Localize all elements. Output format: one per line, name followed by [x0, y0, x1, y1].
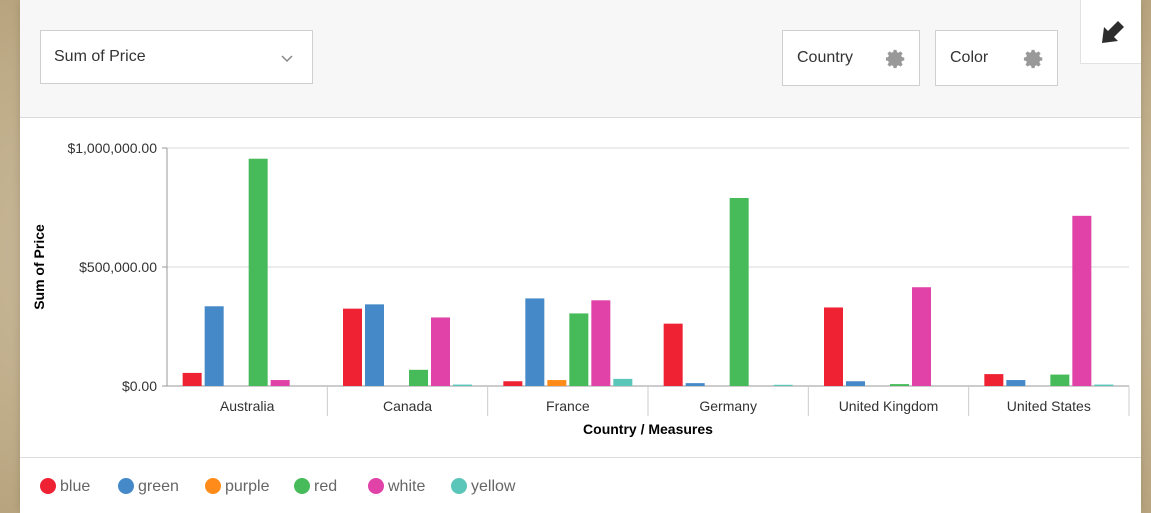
gear-icon — [885, 49, 905, 69]
legend-label: yellow — [471, 478, 516, 495]
color-field-label: Color — [950, 49, 989, 66]
bar-purple — [547, 380, 567, 386]
collapse-button[interactable] — [1080, 0, 1141, 64]
bar-white — [1072, 215, 1092, 386]
legend-label: white — [388, 478, 426, 495]
bar-white — [912, 287, 931, 386]
legend-swatch — [40, 478, 56, 494]
legend-label: green — [138, 478, 179, 495]
bar-yellow — [613, 378, 633, 386]
y-tick-label: $500,000.00 — [79, 259, 157, 275]
legend-label: blue — [60, 478, 91, 495]
x-tick-label: Canada — [383, 398, 432, 414]
bar-white — [431, 317, 450, 386]
legend-item-red[interactable]: red — [294, 478, 337, 496]
legend-item-white[interactable]: white — [368, 478, 425, 496]
chart-legend: blue green purple red white yellow — [20, 457, 1141, 513]
bar-white — [591, 300, 611, 386]
bar-red — [729, 197, 749, 386]
chart-toolbar: Sum of Price Country Color — [20, 0, 1141, 118]
legend-swatch — [451, 478, 467, 494]
bar-green — [1006, 380, 1026, 386]
legend-swatch — [205, 478, 221, 494]
bar-green — [685, 383, 705, 386]
bar-red — [569, 313, 589, 386]
bar-blue — [182, 372, 202, 386]
x-tick-label: France — [546, 398, 590, 414]
bar-white — [270, 380, 290, 386]
y-tick-label: $1,000,000.00 — [67, 140, 157, 156]
chart-area: $0.00 $500,000.00 $1,000,000.00 Sum of Pric… — [20, 118, 1141, 456]
x-axis-title: Country / Measures — [583, 421, 713, 437]
bar-chart: $0.00 $500,000.00 $1,000,000.00 Sum of Pric… — [31, 140, 1130, 437]
country-field-button[interactable]: Country — [782, 30, 920, 86]
legend-swatch — [118, 478, 134, 494]
bar-blue — [663, 323, 683, 386]
bar-yellow — [1094, 384, 1114, 386]
x-tick-label: United States — [1007, 398, 1091, 414]
bar-yellow — [453, 384, 472, 386]
bar-green — [365, 304, 384, 386]
legend-item-green[interactable]: green — [118, 478, 179, 496]
y-axis-title: Sum of Price — [31, 224, 47, 310]
bar-blue — [984, 374, 1004, 386]
legend-item-blue[interactable]: blue — [40, 478, 90, 496]
bar-red — [409, 369, 428, 386]
legend-item-yellow[interactable]: yellow — [451, 478, 515, 496]
bar-blue — [824, 307, 843, 386]
x-tick-label: United Kingdom — [839, 398, 939, 414]
bar-green — [525, 298, 545, 386]
bar-yellow — [773, 384, 793, 386]
measure-select[interactable]: Sum of Price — [40, 30, 313, 84]
bar-red — [890, 384, 909, 386]
pivot-chart-panel: Sum of Price Country Color $0.00 $500,000… — [20, 0, 1141, 513]
bar-red — [1050, 374, 1070, 386]
y-tick-label: $0.00 — [122, 378, 157, 394]
collapse-arrow-icon — [1102, 21, 1124, 43]
x-tick-label: Australia — [220, 398, 275, 414]
legend-item-purple[interactable]: purple — [205, 478, 269, 496]
bar-blue — [503, 381, 523, 386]
bar-blue — [343, 308, 362, 386]
gear-icon — [1023, 49, 1043, 69]
bar-red — [248, 158, 268, 386]
legend-swatch — [368, 478, 384, 494]
legend-label: purple — [225, 478, 270, 495]
chevron-down-icon — [281, 55, 293, 63]
bar-green — [846, 381, 865, 386]
legend-label: red — [314, 478, 338, 495]
measure-select-label: Sum of Price — [54, 48, 146, 65]
legend-swatch — [294, 478, 310, 494]
x-tick-label: Germany — [699, 398, 757, 414]
country-field-label: Country — [797, 49, 854, 66]
bar-green — [204, 306, 224, 386]
color-field-button[interactable]: Color — [935, 30, 1058, 86]
